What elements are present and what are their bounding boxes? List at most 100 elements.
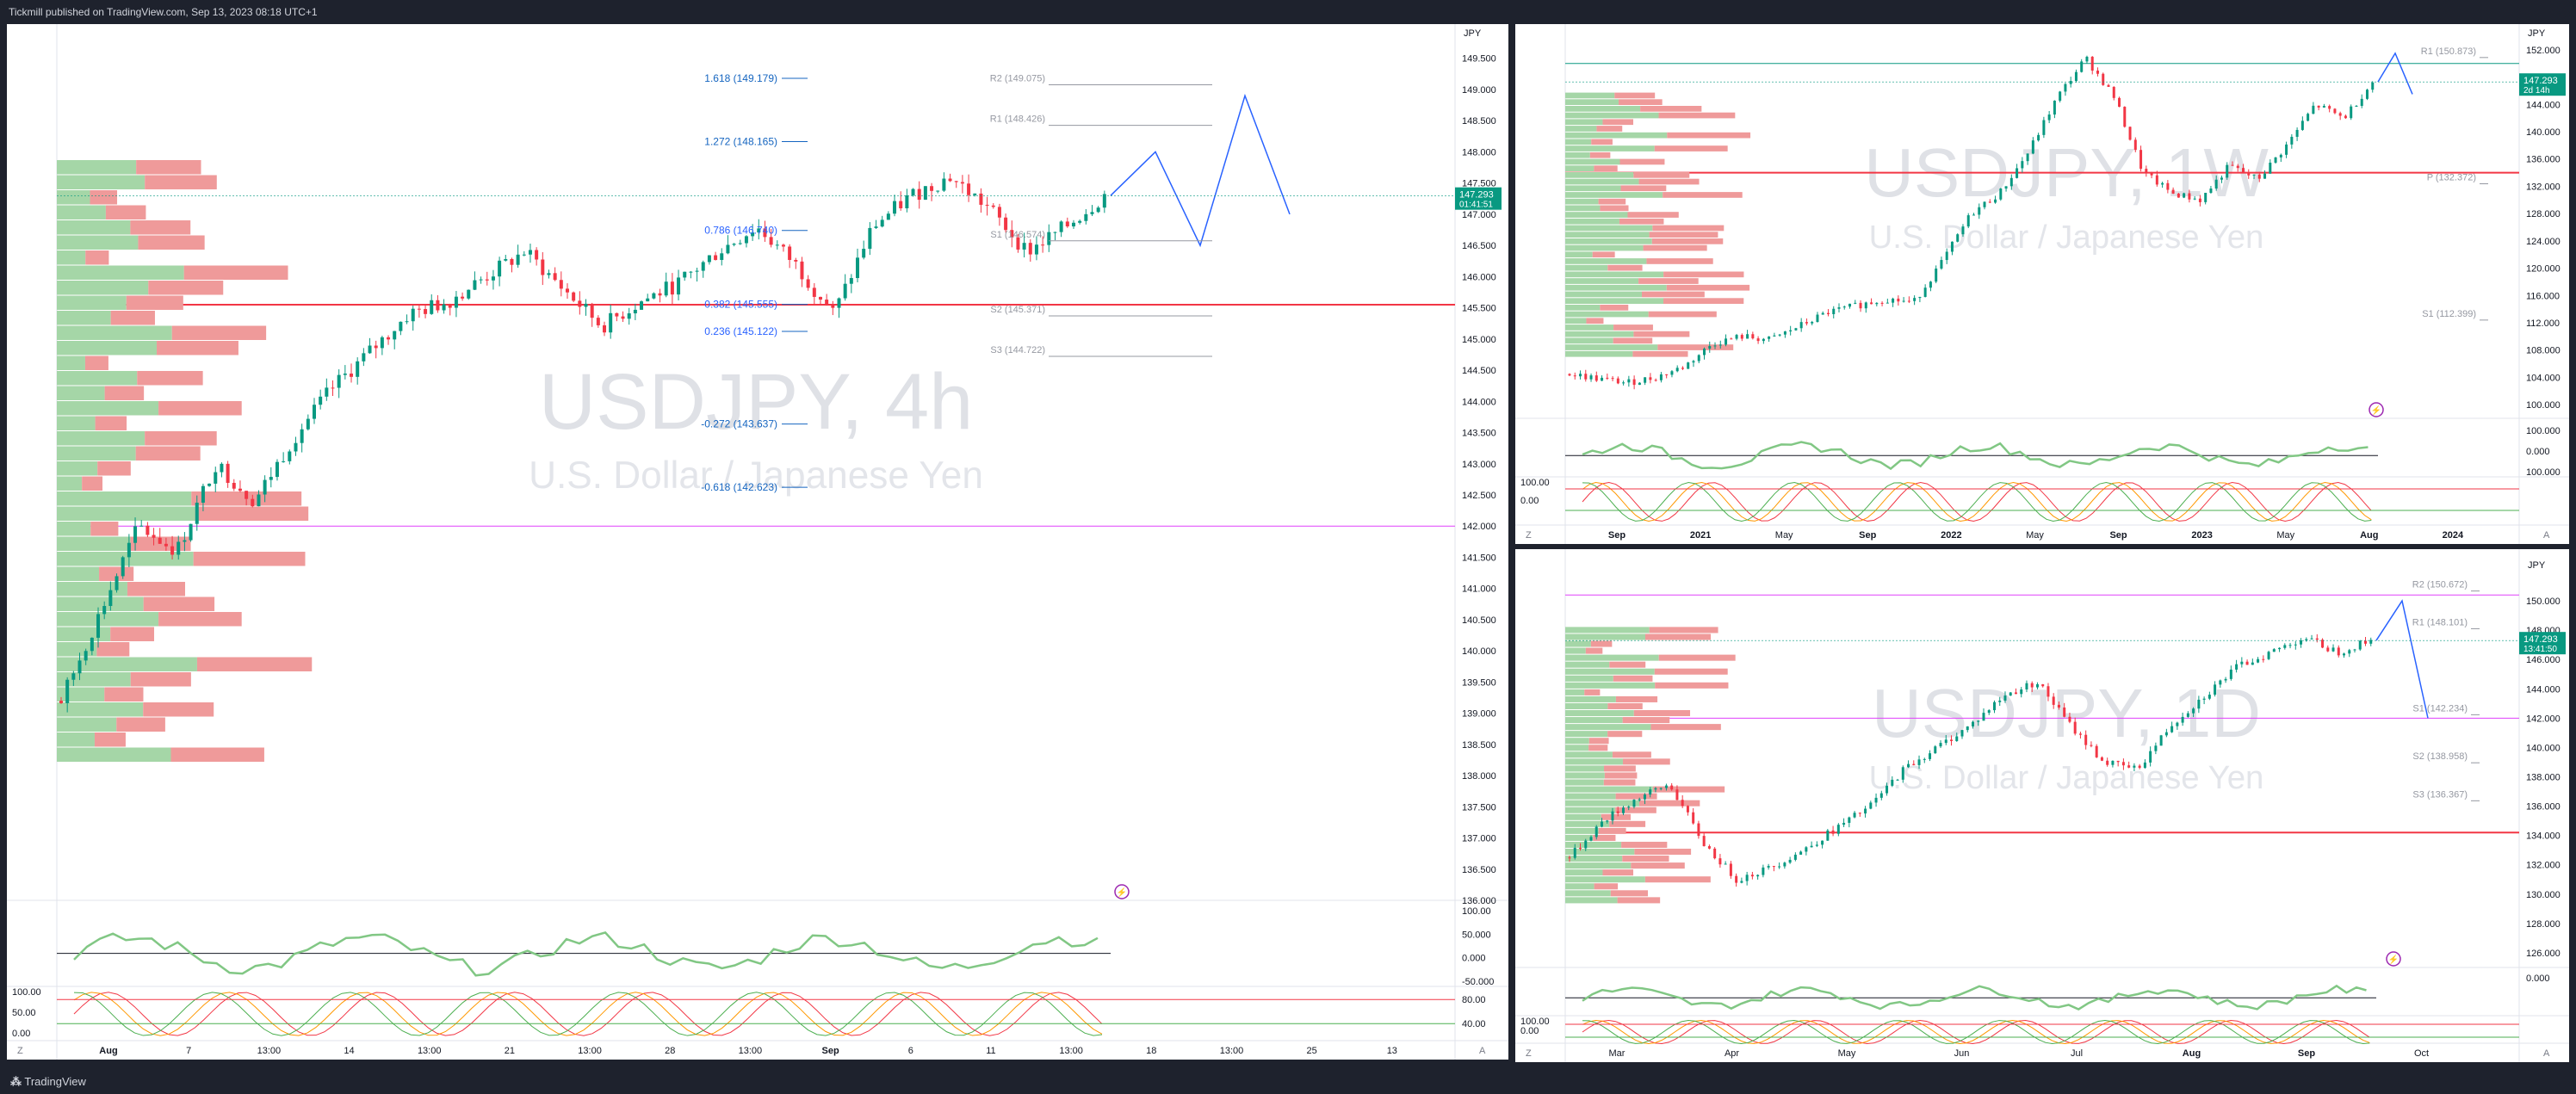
volume-profile-bar-down: [158, 612, 242, 627]
candle-body: [1724, 863, 1727, 865]
candle-body: [1606, 377, 1609, 379]
candle-body: [2224, 678, 2227, 681]
volume-profile-bar-up: [1565, 198, 1599, 205]
pivot-label: S1 (112.399): [2422, 309, 2476, 319]
candle-body: [985, 204, 989, 206]
volume-profile-bar-up: [1565, 654, 1659, 661]
volume-profile-bar-up: [1565, 212, 1628, 218]
volume-profile-bar-down: [143, 596, 215, 611]
candle-body: [2116, 760, 2120, 763]
candle-body: [2004, 186, 2008, 189]
chart-panel-4h[interactable]: JPY USDJPY, 4h U.S. Dollar / Japanese Yen 1…: [7, 24, 1508, 1060]
candle-body: [1794, 328, 1798, 331]
candle-body: [646, 298, 650, 302]
candle-body: [2161, 182, 2164, 185]
volume-profile-bar-down: [94, 732, 126, 747]
candle-body: [2155, 175, 2158, 185]
candle-body: [1034, 244, 1038, 255]
candle-body: [923, 186, 927, 201]
candle-body: [677, 277, 681, 295]
x-tick-label: Mar: [1609, 1048, 1625, 1059]
volume-profile-bar-down: [84, 355, 108, 370]
volume-profile-bar-up: [1565, 291, 1643, 298]
candle-body: [2344, 115, 2347, 119]
candle-body: [1616, 811, 1619, 813]
candle-body: [1956, 234, 1960, 242]
x-tick-label: Jun: [1954, 1048, 1970, 1059]
candle-body: [2337, 647, 2340, 656]
candle-body: [960, 182, 964, 184]
candle-body: [1977, 720, 1980, 722]
candle-body: [2026, 153, 2029, 162]
y-tick-label: 142.000: [2526, 714, 2561, 724]
chart-panel-1d[interactable]: JPY USDJPY, 1D U.S. Dollar / Japanese Yen 1…: [1515, 549, 2569, 1062]
candle-body: [2226, 164, 2229, 178]
candle-body: [411, 308, 415, 322]
oscillator-1-tick: 100.00: [1462, 906, 1491, 917]
oscillator-1-tick: 0.000: [2526, 447, 2550, 457]
candle-body: [763, 228, 767, 238]
candle-body: [2333, 108, 2337, 114]
volume-profile-bar-up: [1565, 786, 1653, 793]
candle-body: [1004, 217, 1008, 231]
volume-profile-bar-up: [1565, 724, 1651, 731]
x-tick-label: 13:00: [739, 1046, 763, 1056]
volume-profile-bar-down: [195, 506, 309, 521]
candle-body: [1584, 840, 1588, 849]
candle-body: [930, 186, 934, 191]
tradingview-footer: ⁂ TradingView: [0, 1070, 2576, 1094]
candle-body: [1096, 207, 1100, 213]
candle-body: [387, 337, 391, 340]
x-tick-label: 13: [1387, 1046, 1397, 1056]
candle-body: [1913, 298, 1917, 301]
countdown-label: 13:41:50: [2523, 645, 2557, 654]
candle-body: [121, 557, 125, 577]
volume-profile-bar-up: [1565, 344, 1658, 350]
candle-body: [374, 345, 378, 349]
volume-profile-bar-up: [57, 552, 194, 566]
oscillator-2-line: [1582, 481, 2372, 522]
candle-body: [485, 279, 489, 281]
candle-body: [1950, 241, 1954, 252]
candle-body: [1935, 269, 1938, 282]
pivot-label: R1 (148.426): [990, 114, 1045, 125]
candle-body: [553, 273, 557, 281]
candle-body: [954, 181, 958, 182]
candle-body: [1960, 730, 1964, 737]
candle-body: [1778, 866, 1781, 868]
volume-profile-bar-up: [1565, 126, 1597, 132]
candle-body: [479, 279, 483, 281]
volume-profile-bar-down: [1602, 869, 1634, 876]
y-tick-label: 136.500: [1462, 865, 1496, 875]
volume-profile-bar-down: [1652, 786, 1725, 793]
candle-body: [461, 296, 465, 299]
candle-body: [1772, 866, 1775, 868]
candle-body: [1595, 826, 1598, 837]
volume-profile-bar-down: [126, 295, 183, 310]
volume-profile-bar-down: [1612, 751, 1651, 758]
last-price-tag: [1455, 187, 1502, 210]
volume-profile-bar-down: [1613, 324, 1653, 331]
candle-body: [2240, 661, 2244, 664]
y-tick-label: 144.500: [1462, 366, 1496, 376]
candle-body: [1875, 302, 1879, 305]
volume-profile-bar-down: [1607, 264, 1643, 271]
oscillator-2-tick: 100.00: [12, 987, 41, 998]
candle-body: [794, 259, 798, 262]
candle-body: [720, 253, 724, 260]
volume-profile-bar-up: [57, 341, 158, 355]
volume-profile-bar-up: [1565, 862, 1632, 869]
candle-body: [2069, 81, 2072, 84]
volume-profile-bar-up: [1565, 298, 1664, 304]
volume-profile-bar-up: [57, 461, 98, 476]
volume-profile-bar-down: [1603, 779, 1636, 786]
chart-4h-svg[interactable]: JPY USDJPY, 4h U.S. Dollar / Japanese Yen 1…: [7, 24, 1508, 1060]
candle-body: [1966, 726, 1969, 731]
candle-body: [831, 305, 835, 308]
chart-1d-svg[interactable]: JPY USDJPY, 1D U.S. Dollar / Japanese Yen 1…: [1515, 549, 2569, 1062]
oscillator-2-tick: 0.00: [12, 1029, 30, 1039]
candle-body: [2202, 698, 2206, 700]
volume-profile-bar-down: [1663, 192, 1743, 198]
chart-panel-1w[interactable]: JPY USDJPY, 1W U.S. Dollar / Japanese Yen 1…: [1515, 24, 2569, 544]
